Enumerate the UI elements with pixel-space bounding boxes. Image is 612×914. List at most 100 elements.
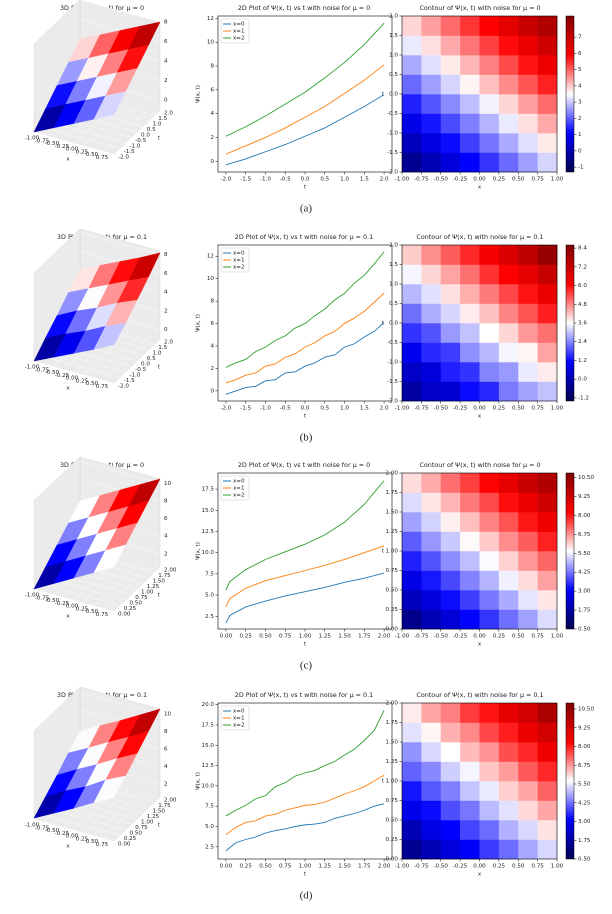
x-tick-label: -0.75: [414, 177, 429, 183]
line-series: [225, 292, 385, 384]
contour-cell: [402, 16, 422, 36]
contour-cell: [479, 492, 500, 513]
x-tick-label: 0.50: [512, 634, 525, 640]
grid-line: [79, 232, 161, 255]
surface-patch: [93, 544, 126, 573]
x-tick-label: -1.00: [25, 136, 40, 142]
contour-cell: [440, 113, 461, 134]
x-tick-label: 1.00: [551, 406, 564, 412]
contour-cell: [518, 761, 538, 782]
legend-label: x=0: [233, 709, 245, 715]
colorbar-tick-label: 0: [578, 148, 582, 154]
contour-cell: [460, 531, 480, 552]
contour-cell: [421, 245, 442, 265]
z-tick-label: 6: [164, 747, 168, 753]
y-axis-label: t: [382, 321, 385, 327]
y-tick-label: 2.00: [386, 471, 399, 477]
x-tick-label: 0.75: [531, 406, 544, 412]
x-tick-label: 0.75: [531, 177, 544, 183]
contour-cell: [421, 362, 442, 382]
line-series: [225, 94, 385, 166]
y-axis-label: t: [158, 365, 161, 371]
contour-cell: [479, 703, 500, 723]
legend-label: x=1: [233, 29, 245, 35]
contour-cell: [402, 245, 422, 265]
y-axis-label: t: [158, 823, 161, 829]
colorbar-tick-label: 4.25: [578, 800, 591, 806]
x-axis-label: t: [304, 872, 307, 878]
contour-cell: [460, 342, 480, 363]
x-tick-label: 0.25: [76, 378, 89, 384]
contour-cell: [498, 590, 519, 610]
legend-label: x=2: [233, 265, 245, 271]
contour-cell: [440, 342, 461, 363]
contour-cell: [421, 74, 442, 95]
contour-cell: [537, 492, 558, 513]
x-axis-label: t: [304, 414, 307, 420]
x-tick-label: 0.25: [493, 634, 506, 640]
y-axis-label: Ψ(x, t): [196, 85, 202, 103]
contour-cell: [518, 570, 538, 591]
x-tick-label: 0.00: [66, 147, 79, 153]
contour-cell: [421, 381, 442, 402]
x-tick-label: 1.00: [551, 634, 564, 640]
x-tick-label: -0.25: [55, 601, 70, 607]
colorbar-tick-label: 5.50: [578, 551, 591, 557]
colorbar-tick-label: 10.50: [578, 475, 594, 481]
contour-cell: [518, 800, 538, 821]
y-tick-label: 5.0: [205, 824, 214, 830]
contour-cell: [479, 264, 500, 285]
y-tick-label: 17.5: [202, 722, 215, 728]
y-tick-label: 0.0: [141, 362, 150, 368]
contour-cell: [440, 512, 461, 532]
colorbar-tick-label: -1.2: [578, 395, 589, 401]
axes-frame: [217, 702, 393, 860]
legend-label: x=2: [233, 723, 245, 729]
x-tick-label: 1.5: [360, 406, 369, 412]
x-tick-label: 0.5: [320, 177, 329, 183]
x-tick-label: 1.0: [340, 177, 349, 183]
contour-cell: [537, 284, 558, 304]
caption: (d): [300, 890, 313, 902]
x-tick-label: 0.0: [301, 177, 310, 183]
x-tick-label: -0.75: [35, 825, 50, 831]
contour-cell: [498, 703, 519, 723]
y-tick-label: 0.0: [389, 92, 398, 98]
chart-title: Contour of Ψ(x, t) with noise for μ = 0.…: [416, 233, 543, 241]
y-axis-label: Ψ(x, t): [196, 542, 202, 560]
z-tick-label: 6: [164, 271, 168, 277]
contour-cell: [421, 152, 442, 173]
y-tick-label: 1.50: [153, 809, 166, 815]
contour-cell: [440, 35, 461, 56]
colorbar-tick-label: 8.4: [578, 246, 587, 252]
grid-line: [79, 0, 161, 23]
contour-cell: [402, 839, 422, 860]
contour-cell: [498, 381, 519, 402]
contour-cell: [421, 35, 442, 56]
contour-cell: [498, 35, 519, 56]
contour-cell: [440, 531, 461, 552]
y-tick-label: 2.00: [386, 701, 399, 707]
z-tick-label: 8: [164, 252, 168, 258]
contour-cell: [440, 362, 461, 382]
contour-cell: [440, 284, 461, 304]
y-tick-label: 2.0: [389, 14, 398, 20]
y-tick-label: 6: [210, 87, 214, 93]
contour-cell: [479, 16, 500, 36]
contour-cell: [537, 342, 558, 363]
y-tick-label: 20.0: [202, 702, 215, 708]
contour-cell: [537, 245, 558, 265]
y-tick-label: 7.5: [205, 804, 214, 810]
y-tick-label: 0.00: [118, 612, 131, 618]
y-tick-label: -0.5: [387, 111, 398, 117]
contour-cell: [460, 264, 480, 285]
x-tick-label: -0.5: [280, 406, 291, 412]
contour-cell: [518, 303, 538, 324]
line-series: [225, 322, 385, 395]
y-tick-label: 1.00: [386, 779, 399, 785]
contour-cell: [402, 609, 422, 630]
y-tick-label: 2.5: [205, 844, 214, 850]
x-tick-label: -1.0: [260, 177, 271, 183]
x-tick-label: 0.75: [96, 612, 109, 618]
contour-cell: [498, 74, 519, 95]
